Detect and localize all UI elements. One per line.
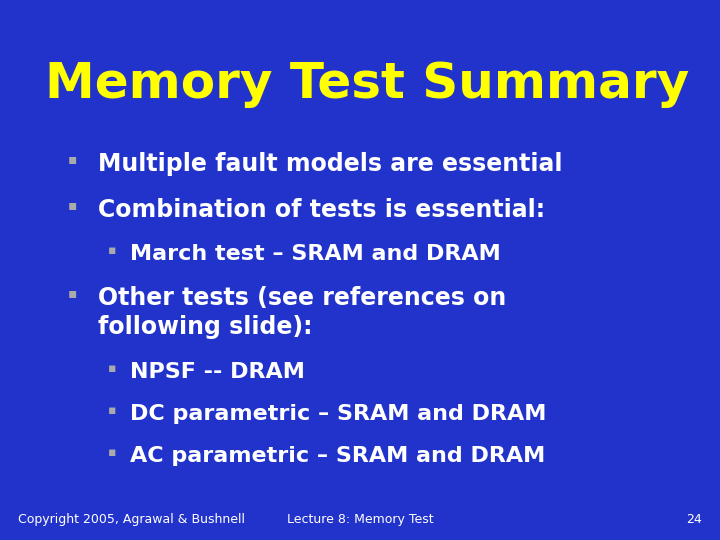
Text: Multiple fault models are essential: Multiple fault models are essential <box>98 152 562 176</box>
Text: DC parametric – SRAM and DRAM: DC parametric – SRAM and DRAM <box>130 404 546 424</box>
Text: ▪: ▪ <box>108 446 117 459</box>
Text: ▪: ▪ <box>68 198 77 212</box>
Text: Other tests (see references on
following slide):: Other tests (see references on following… <box>98 286 506 339</box>
Text: ▪: ▪ <box>108 404 117 417</box>
Text: ▪: ▪ <box>68 152 77 166</box>
Text: ▪: ▪ <box>108 362 117 375</box>
Text: AC parametric – SRAM and DRAM: AC parametric – SRAM and DRAM <box>130 446 545 466</box>
Text: Memory Test Summary: Memory Test Summary <box>45 60 689 108</box>
Text: 24: 24 <box>686 513 702 526</box>
Text: Lecture 8: Memory Test: Lecture 8: Memory Test <box>287 513 433 526</box>
Text: Copyright 2005, Agrawal & Bushnell: Copyright 2005, Agrawal & Bushnell <box>18 513 245 526</box>
Text: NPSF -- DRAM: NPSF -- DRAM <box>130 362 305 382</box>
Text: March test – SRAM and DRAM: March test – SRAM and DRAM <box>130 244 500 264</box>
Text: ▪: ▪ <box>68 286 77 300</box>
Text: ▪: ▪ <box>108 244 117 257</box>
Text: Combination of tests is essential:: Combination of tests is essential: <box>98 198 545 222</box>
